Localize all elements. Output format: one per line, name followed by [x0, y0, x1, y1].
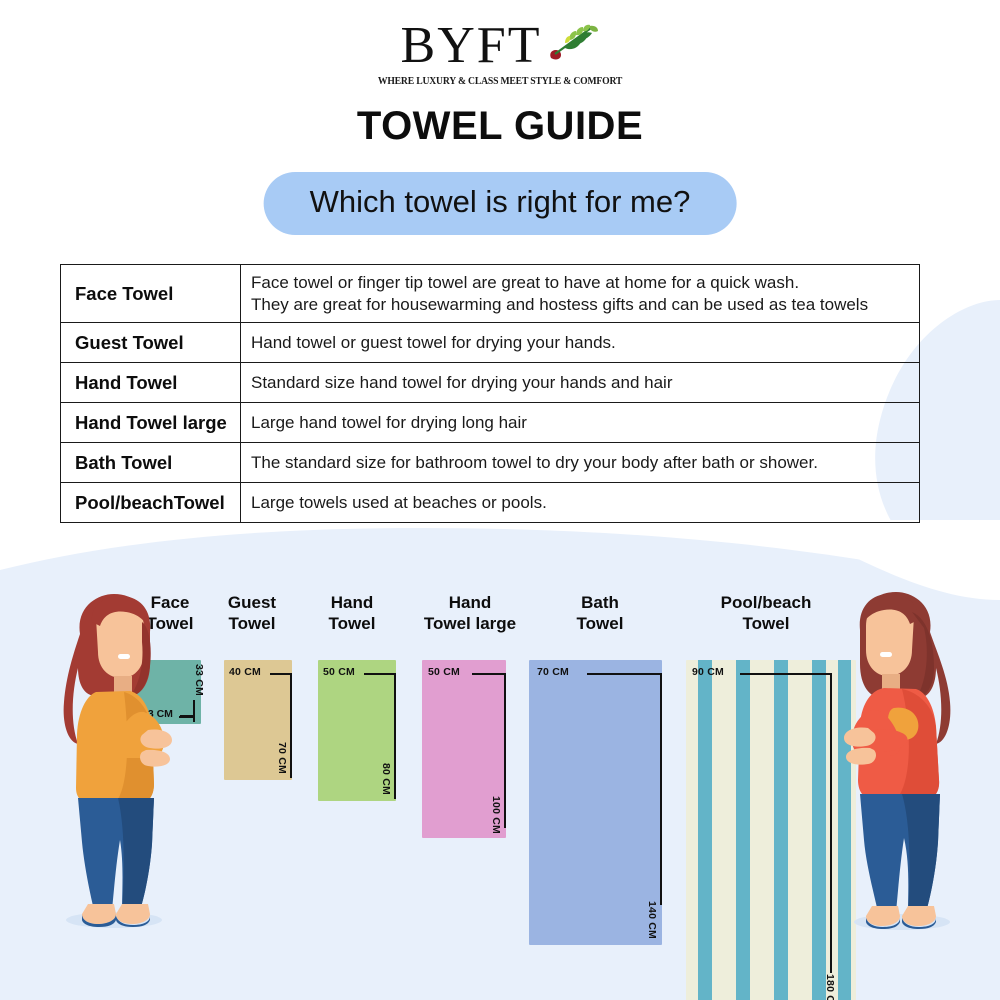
brand-name: BYFT	[400, 17, 542, 74]
pool-height-label: 180 CM	[824, 974, 836, 1000]
towel-swatch-hand: 50 CM 80 CM	[318, 660, 396, 801]
hand-width-rule	[364, 673, 396, 675]
pool-width-label: 90 CM	[692, 666, 724, 678]
hand-width-label: 50 CM	[323, 666, 355, 678]
label-line-1: Guest	[227, 593, 277, 612]
label-line-1: Bath	[581, 593, 619, 612]
question-banner: Which towel is right for me?	[263, 172, 737, 235]
row-desc: Standard size hand towel for drying your…	[240, 362, 920, 403]
leaf-branch-icon	[550, 24, 599, 60]
illustration-woman-right	[844, 592, 951, 930]
hand-large-height-rule	[504, 673, 506, 828]
page-title: TOWEL GUIDE	[356, 104, 644, 148]
pool-height-rule	[830, 673, 832, 973]
guest-height-label: 70 CM	[276, 742, 288, 774]
label-line-2: Towel	[576, 614, 624, 634]
towel-label-hand-large: Hand Towel large	[404, 592, 536, 635]
face-width-rule-ext	[180, 715, 194, 717]
row-name: Hand Towel	[60, 362, 241, 403]
towel-label-guest: Guest Towel	[212, 592, 292, 635]
hand-height-rule	[394, 673, 396, 799]
row-desc: Large towels used at beaches or pools.	[240, 482, 920, 523]
label-line-1: Hand	[448, 593, 492, 612]
row-desc-line: Face towel or finger tip towel are great…	[251, 272, 800, 292]
row-desc: Large hand towel for drying long hair	[240, 402, 920, 443]
table-row: Hand Towel Standard size hand towel for …	[60, 362, 920, 403]
row-name: Guest Towel	[60, 322, 241, 363]
table-row: Guest Towel Hand towel or guest towel fo…	[60, 322, 920, 363]
table-row: Face Towel Face towel or finger tip towe…	[60, 264, 920, 323]
bath-height-rule	[660, 673, 662, 905]
towel-swatch-guest: 40 CM 70 CM	[224, 660, 292, 780]
guest-width-rule	[270, 673, 292, 675]
guest-height-rule	[290, 673, 292, 778]
pool-width-rule	[740, 673, 832, 675]
row-desc: Hand towel or guest towel for drying you…	[240, 322, 920, 363]
towel-guide-table: Face Towel Face towel or finger tip towe…	[60, 264, 920, 523]
towel-label-pool: Pool/beach Towel	[702, 592, 830, 635]
face-height-label: 33 CM	[193, 664, 205, 696]
row-name: Face Towel	[60, 264, 241, 323]
illustration-woman-left	[63, 594, 172, 928]
towel-swatch-pool: 90 CM 180 CM	[686, 660, 856, 1000]
towel-swatch-hand-large: 50 CM 100 CM	[422, 660, 506, 838]
hand-large-height-label: 100 CM	[490, 796, 502, 834]
row-name: Hand Towel large	[60, 402, 241, 443]
table-row: Pool/beachTowel Large towels used at bea…	[60, 482, 920, 523]
towel-size-diagram: Face Towel Guest Towel Hand Towel Hand T…	[0, 540, 1000, 1000]
bath-width-label: 70 CM	[537, 666, 569, 678]
hand-height-label: 80 CM	[380, 763, 392, 795]
label-line-2: Towel large	[423, 614, 517, 634]
hand-large-width-label: 50 CM	[428, 666, 460, 678]
row-name: Bath Towel	[60, 442, 241, 483]
table-row: Hand Towel large Large hand towel for dr…	[60, 402, 920, 443]
guest-width-label: 40 CM	[229, 666, 261, 678]
label-line-1: Pool/beach	[720, 593, 812, 612]
label-line-2: Towel	[742, 614, 790, 634]
bath-height-label: 140 CM	[646, 901, 658, 939]
row-name: Pool/beachTowel	[60, 482, 241, 523]
label-line-2: Towel	[228, 614, 276, 634]
table-row: Bath Towel The standard size for bathroo…	[60, 442, 920, 483]
label-line-1: Hand	[330, 593, 374, 612]
brand-logo: BYFT WHERE LUXURY & CLASS MEET STYLE & C…	[0, 17, 1000, 88]
row-desc: The standard size for bathroom towel to …	[240, 442, 920, 483]
towel-label-bath: Bath Towel	[560, 592, 640, 635]
row-desc-line: They are great for housewarming and host…	[251, 294, 869, 314]
face-height-rule	[193, 700, 195, 722]
towel-label-hand: Hand Towel	[312, 592, 392, 635]
towel-swatch-bath: 70 CM 140 CM	[529, 660, 662, 945]
hand-large-width-rule	[472, 673, 506, 675]
row-desc: Face towel or finger tip towel are great…	[240, 264, 920, 323]
bath-width-rule	[587, 673, 662, 675]
label-line-2: Towel	[328, 614, 376, 634]
brand-tagline: WHERE LUXURY & CLASS MEET STYLE & COMFOR…	[377, 76, 623, 87]
